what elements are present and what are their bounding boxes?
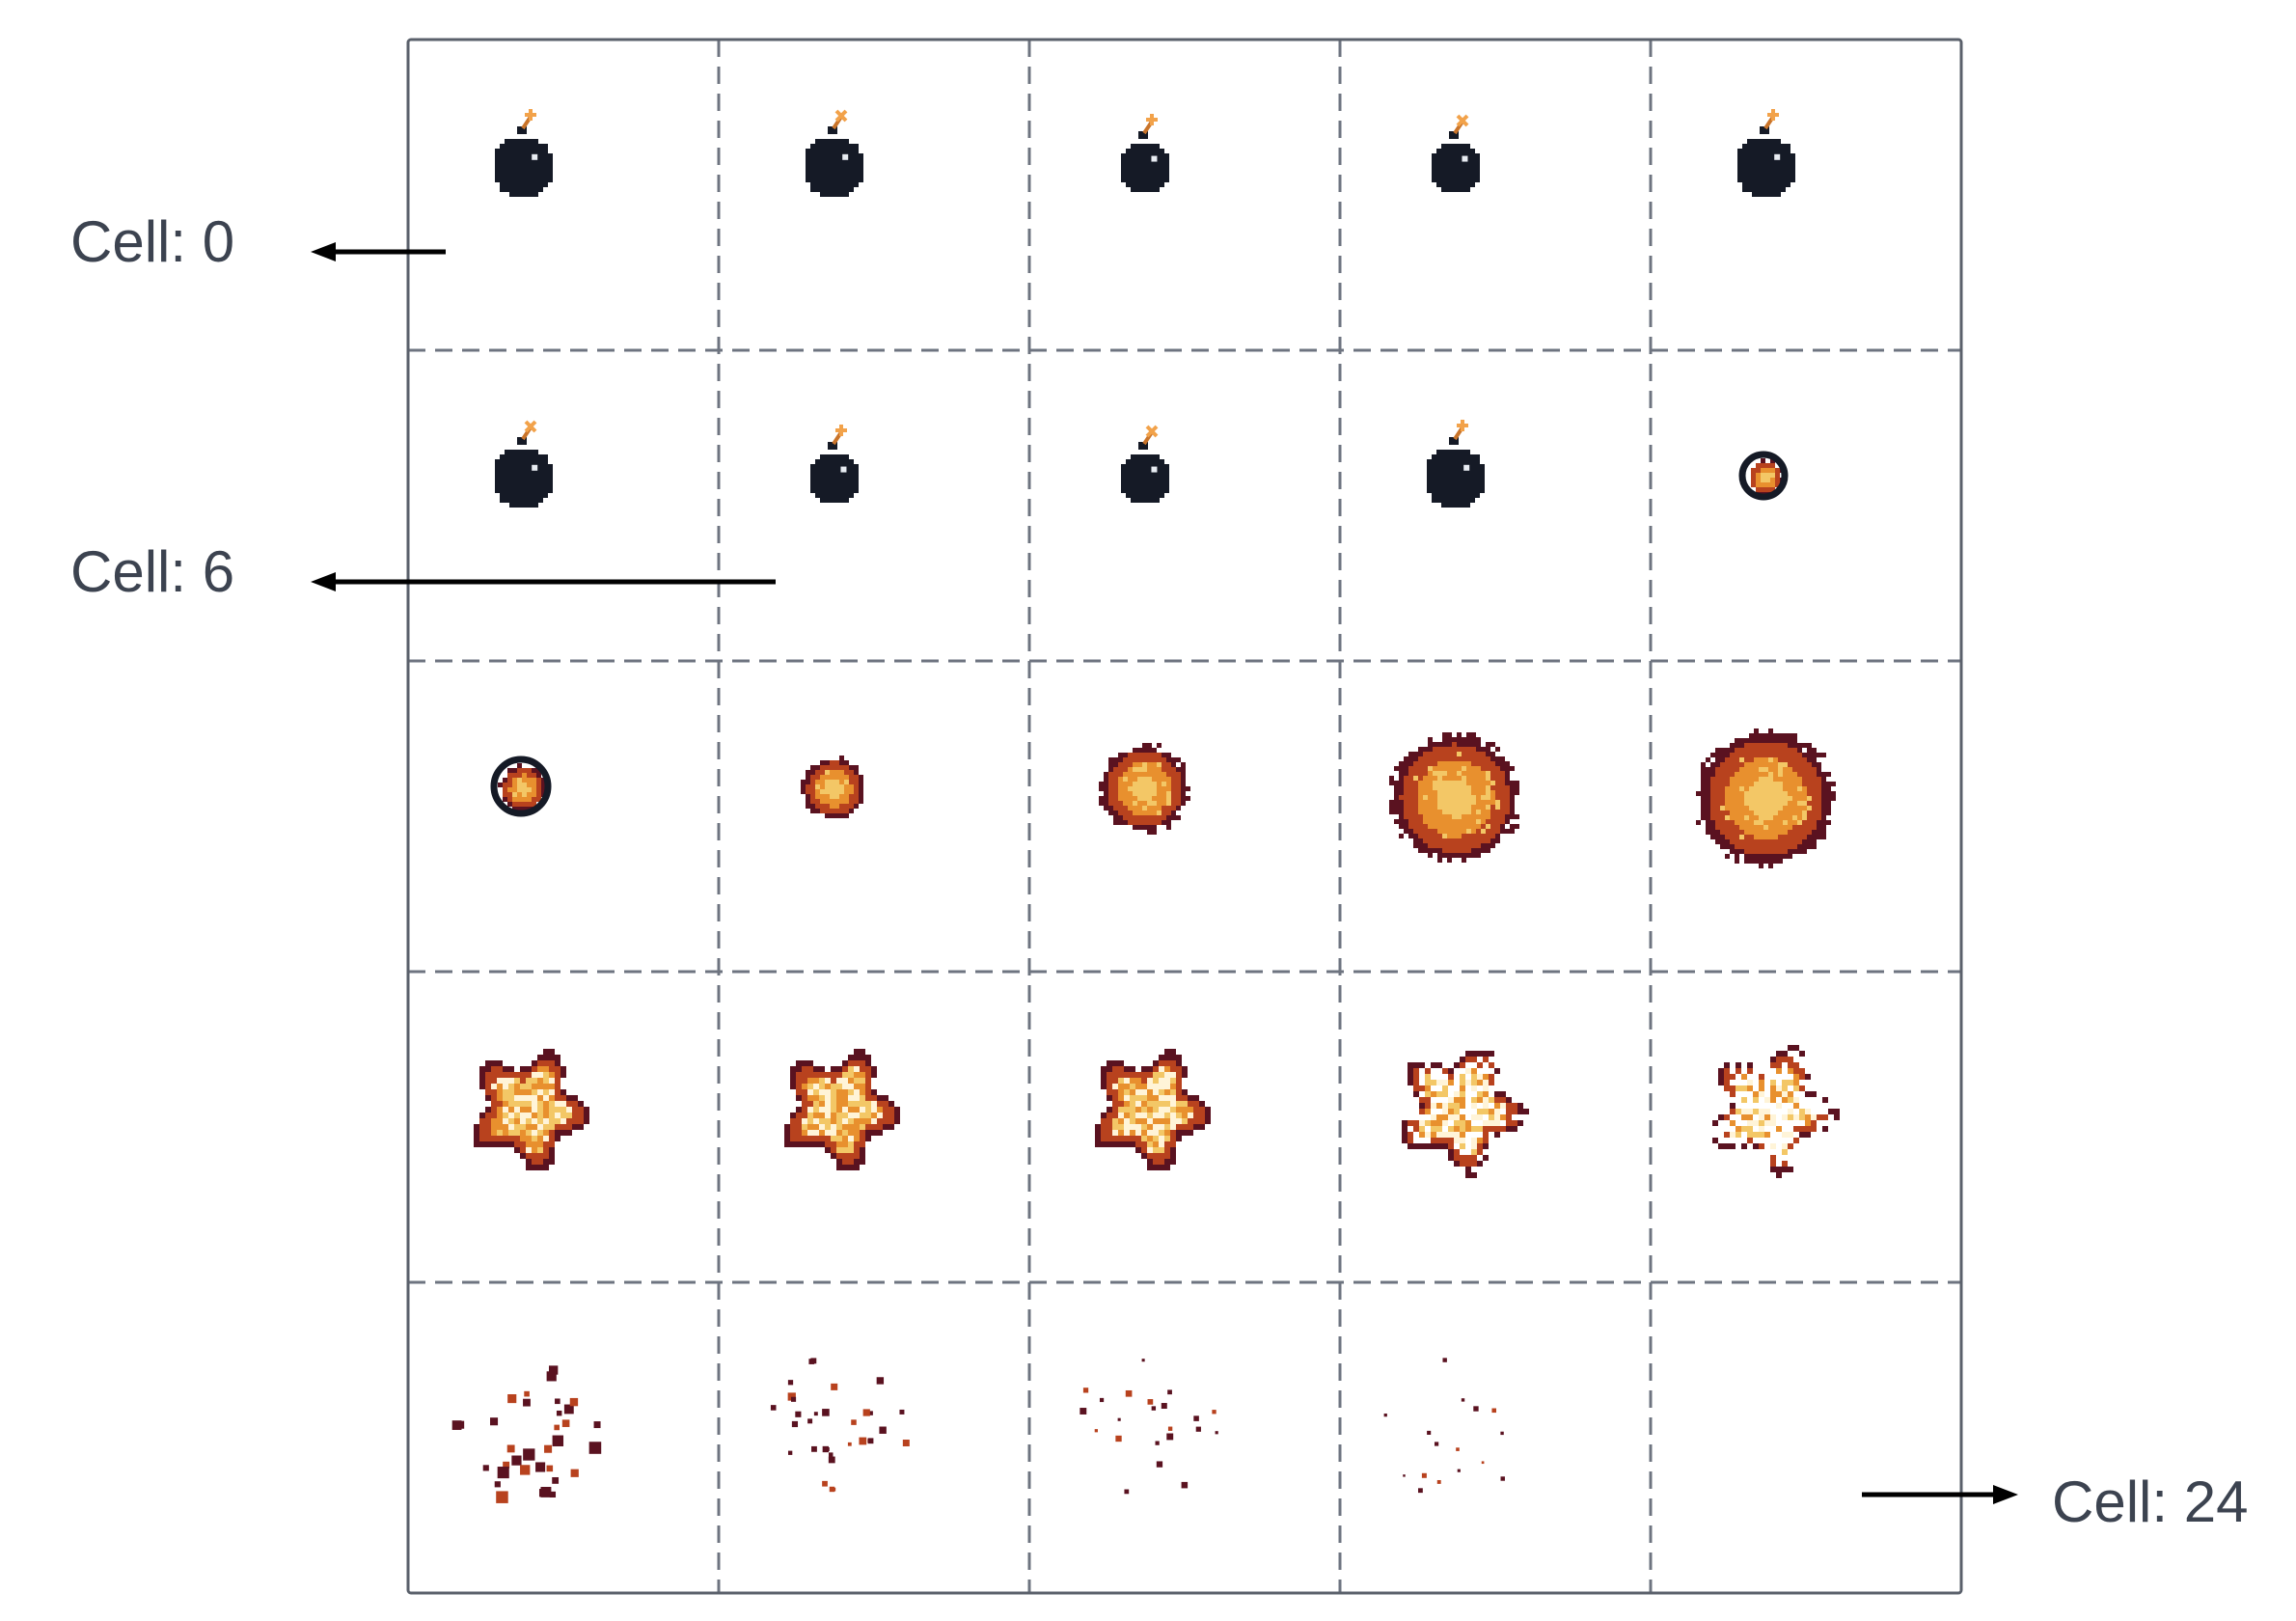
frame-7-bomb [1121,425,1169,503]
cell-6-arrow [311,572,776,591]
frame-19-explosion-fragmenting [1712,1045,1840,1178]
frame-15-explosion [474,1049,589,1170]
frame-16-explosion [784,1049,900,1170]
cell-0-label: Cell: 0 [70,209,235,274]
frame-23-debris [1383,1358,1505,1494]
cell-24-arrow [1862,1485,2018,1504]
frame-10-igniting-bomb [490,756,552,817]
frame-14-fireball [1696,728,1836,868]
frame-9-igniting-bomb [1738,451,1789,501]
frame-13-fireball [1389,732,1519,863]
frame-8-bomb [1427,420,1485,508]
frame-2-bomb [1121,114,1169,192]
frame-3-bomb [1432,114,1480,192]
frame-12-fireball [1099,743,1190,835]
frame-18-explosion-fragmenting [1402,1051,1529,1178]
cell-6-label: Cell: 6 [70,539,235,604]
frame-0-bomb [495,109,553,197]
frame-4-bomb [1737,109,1795,197]
frame-17-explosion [1095,1049,1211,1170]
cell-24-label: Cell: 24 [2052,1470,2249,1534]
frame-1-bomb [806,109,863,197]
frame-21-debris [770,1358,910,1493]
cell-0-arrow [311,242,446,261]
frame-20-debris [451,1365,602,1503]
frame-11-fireball [801,756,863,818]
grid [406,38,1963,1595]
grid-border [406,38,1963,1595]
frame-5-bomb [495,420,553,508]
frame-6-bomb [810,425,859,503]
frame-22-debris [1080,1359,1218,1495]
